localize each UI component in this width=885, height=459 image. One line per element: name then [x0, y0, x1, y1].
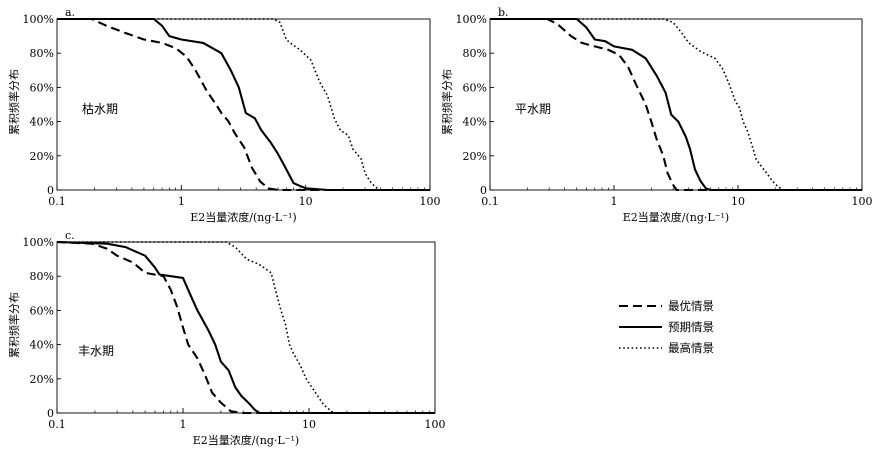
- y-tick-label-a-0: 0: [47, 184, 54, 197]
- period-label-a: 枯水期: [82, 101, 118, 116]
- period-label-c: 丰水期: [78, 344, 114, 358]
- x-tick-label-b-2: 10: [731, 195, 745, 208]
- panel-letter-c: c.: [65, 229, 75, 242]
- y-tick-label-a-3: 60%: [30, 81, 54, 94]
- y-tick-label-c-2: 40%: [30, 339, 54, 352]
- chart-panel-b: 0 20% 40% 60% 80% 100% 0.1 1 10 100 b. 平水期 E2当量浓度/(n…: [440, 6, 873, 224]
- y-tick-label-c-0: 0: [47, 407, 54, 420]
- x-tick-label-c-2: 10: [302, 418, 316, 431]
- x-axis-label-a: E2当量浓度/(ng·L⁻¹): [190, 210, 296, 224]
- legend-label-expected-scenario: 预期情景: [668, 320, 714, 334]
- x-tick-label-b-3: 100: [852, 195, 873, 208]
- x-tick-label-a-2: 10: [299, 195, 313, 208]
- y-tick-label-b-1: 20%: [463, 150, 487, 163]
- x-tick-label-b-1: 1: [611, 195, 618, 208]
- chart-panel-a: 0 20% 40% 60% 80% 100% 0.1 1 10 100 a. 枯水期 E2当量浓度/(n…: [7, 6, 441, 224]
- y-axis-label-a: 累积频率分布: [7, 69, 21, 135]
- series-line-c-best-scenario: [56, 240, 435, 415]
- series-line-c-expected-scenario: [56, 240, 435, 415]
- legend-label-highest-scenario: 最高情景: [668, 341, 714, 355]
- x-tick-label-a-1: 1: [178, 195, 185, 208]
- y-axis-label-b: 累积频率分布: [440, 69, 454, 135]
- x-tick-label-c-3: 100: [425, 418, 446, 431]
- x-tick-label-b-0: 0.1: [481, 195, 499, 208]
- x-tick-label-c-1: 1: [180, 418, 187, 431]
- x-tick-label-a-3: 100: [420, 195, 441, 208]
- series-line-a-best-scenario: [57, 17, 430, 192]
- y-tick-label-b-3: 60%: [463, 81, 487, 94]
- plot-frame-c: [56, 241, 436, 414]
- y-axis-label-c: 累积频率分布: [7, 292, 21, 358]
- y-tick-label-b-2: 40%: [463, 116, 487, 129]
- series-line-b-highest-scenario: [490, 18, 862, 191]
- y-tick-label-a-4: 80%: [30, 47, 54, 60]
- chart-panel-c: 0 20% 40% 60% 80% 100% 0.1 1 10 100 c. 丰水期 E2当量浓度/(n…: [7, 229, 446, 447]
- x-axis-label-b: E2当量浓度/(ng·L⁻¹): [623, 210, 729, 224]
- series-line-c-highest-scenario: [57, 241, 435, 414]
- y-tick-label-b-0: 0: [480, 184, 487, 197]
- series-line-b-expected-scenario: [490, 17, 862, 192]
- x-tick-label-a-0: 0.1: [48, 195, 66, 208]
- y-tick-label-a-1: 20%: [30, 150, 54, 163]
- plot-frame-a: [56, 18, 431, 191]
- y-tick-label-c-3: 60%: [30, 304, 54, 317]
- y-tick-label-c-1: 20%: [30, 373, 54, 386]
- y-tick-label-b-5: 100%: [456, 13, 487, 26]
- series-line-b-best-scenario: [490, 17, 862, 192]
- x-tick-label-c-0: 0.1: [48, 418, 66, 431]
- series-line-a-expected-scenario: [57, 17, 430, 192]
- legend-label-best-scenario: 最优情景: [668, 299, 714, 313]
- y-tick-label-c-4: 80%: [30, 270, 54, 283]
- series-line-a-highest-scenario: [57, 18, 430, 191]
- y-tick-label-a-5: 100%: [23, 13, 54, 26]
- x-axis-label-c: E2当量浓度/(ng·L⁻¹): [193, 433, 299, 447]
- period-label-b: 平水期: [515, 102, 551, 116]
- y-tick-label-b-4: 80%: [463, 47, 487, 60]
- panel-letter-a: a.: [65, 6, 75, 19]
- y-tick-label-c-5: 100%: [23, 236, 54, 249]
- y-tick-label-a-2: 40%: [30, 116, 54, 129]
- panel-letter-b: b.: [498, 6, 509, 19]
